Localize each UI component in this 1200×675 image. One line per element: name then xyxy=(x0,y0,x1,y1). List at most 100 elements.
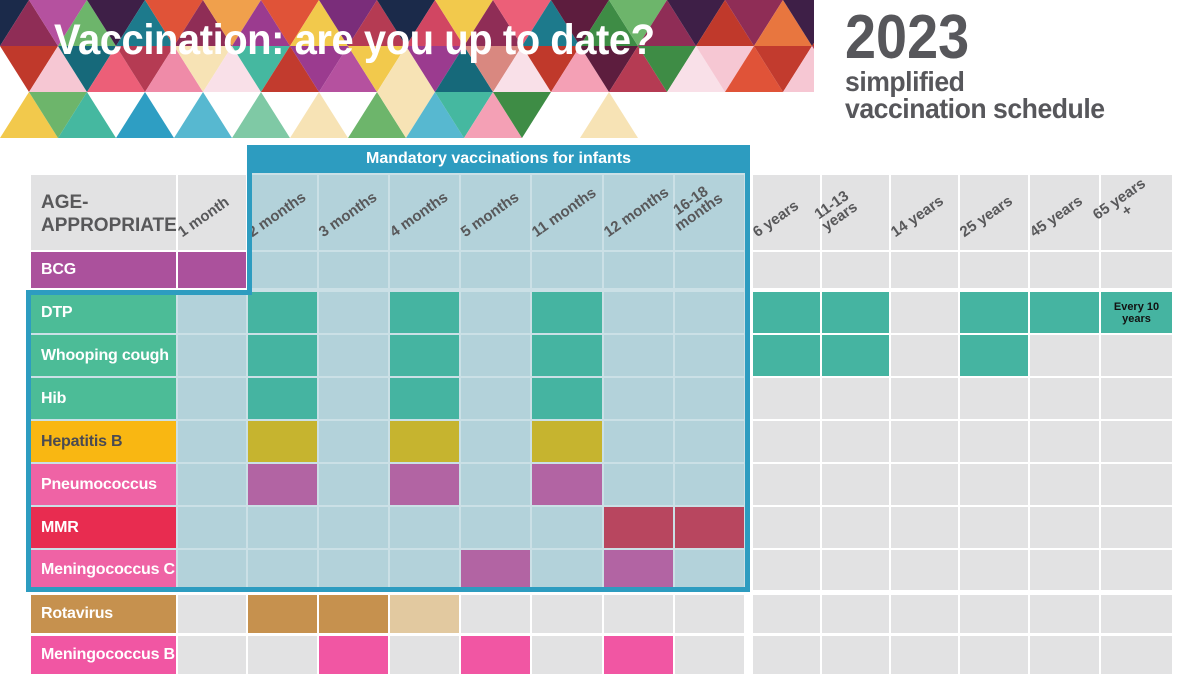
cell-mmr-4-months xyxy=(390,507,459,548)
cell-hib-25-years xyxy=(960,378,1028,419)
mosaic-triangle xyxy=(232,92,290,138)
cell-rotavirus-2-months xyxy=(248,595,317,633)
column-header-label-6-years: 6 years xyxy=(749,197,802,241)
cell-meningococcus-b-65-years xyxy=(1101,636,1172,674)
mosaic-triangle xyxy=(754,46,812,92)
cell-whooping-cough-1-month xyxy=(178,335,246,376)
cell-meningococcus-b-11-13-years xyxy=(822,636,889,674)
cell-meningococcus-b-14-years xyxy=(891,636,958,674)
cell-whooping-cough-25-years xyxy=(960,335,1028,376)
column-header-label-2-months: 2 months xyxy=(244,188,310,241)
cell-rotavirus-1-month xyxy=(178,595,246,633)
mosaic-triangle xyxy=(522,0,580,46)
cell-whooping-cough-65-years xyxy=(1101,335,1172,376)
mosaic-triangle xyxy=(580,46,638,92)
cell-hib-6-years xyxy=(753,378,820,419)
row-label-rotavirus: Rotavirus xyxy=(31,595,176,633)
mosaic-triangle xyxy=(493,0,551,46)
cell-pneumococcus-4-months xyxy=(390,464,459,505)
mosaic-triangle xyxy=(58,92,116,138)
cell-dtp-5-months xyxy=(461,292,530,333)
cell-pneumococcus-14-years xyxy=(891,464,958,505)
row-label-mmr: MMR xyxy=(31,507,176,548)
column-header-label-3-months: 3 months xyxy=(315,188,381,241)
column-header-label-5-months: 5 months xyxy=(457,188,523,241)
row-label-meningococcus-c: Meningococcus C xyxy=(31,550,176,590)
cell-meningococcus-c-25-years xyxy=(960,550,1028,590)
cell-whooping-cough-3-months xyxy=(319,335,388,376)
cell-meningococcus-b-4-months xyxy=(390,636,459,674)
page-title: Vaccination: are you up to date? xyxy=(54,16,655,64)
column-header-1-month: 1 month xyxy=(175,175,246,250)
cell-mmr-25-years xyxy=(960,507,1028,548)
row-label-pneumococcus: Pneumococcus xyxy=(31,464,176,505)
cell-whooping-cough-11-months xyxy=(532,335,602,376)
cell-bcg-45-years xyxy=(1030,252,1099,288)
cell-meningococcus-b-5-months xyxy=(461,636,530,674)
cell-hepatitis-b-1-month xyxy=(178,421,246,462)
column-header-11-months: 11 months xyxy=(529,175,602,250)
mosaic-triangle xyxy=(406,46,464,92)
mosaic-triangle xyxy=(609,0,667,46)
mosaic-triangle xyxy=(406,0,464,46)
cell-pneumococcus-45-years xyxy=(1030,464,1099,505)
mosaic-triangle xyxy=(0,0,58,46)
cell-pneumococcus-6-years xyxy=(753,464,820,505)
mosaic-triangle xyxy=(464,46,522,92)
cell-rotavirus-4-months xyxy=(390,595,459,633)
column-header-label-12-months: 12 months xyxy=(600,183,673,241)
cell-hib-3-months xyxy=(319,378,388,419)
mosaic-triangle xyxy=(87,46,145,92)
column-header-label-45-years: 45 years xyxy=(1026,192,1086,241)
cell-dtp-14-years xyxy=(891,292,958,333)
mosaic-triangle xyxy=(580,0,638,46)
mosaic-triangle xyxy=(464,0,522,46)
row-label-hib: Hib xyxy=(31,378,176,419)
cell-meningococcus-b-45-years xyxy=(1030,636,1099,674)
cell-bcg-1-month xyxy=(178,252,246,288)
cell-hib-16-18-months xyxy=(675,378,744,419)
cell-mmr-14-years xyxy=(891,507,958,548)
mosaic-triangle xyxy=(232,0,290,46)
year-label: 2023 xyxy=(845,3,970,72)
column-header-12-months: 12 months xyxy=(600,175,673,250)
cell-mmr-2-months xyxy=(248,507,317,548)
row-label-meningococcus-b: Meningococcus B xyxy=(31,636,176,674)
mosaic-triangle xyxy=(348,46,406,92)
cell-rotavirus-5-months xyxy=(461,595,530,633)
mosaic-triangle xyxy=(290,0,348,46)
cell-dtp-11-months xyxy=(532,292,602,333)
cell-bcg-11-months xyxy=(532,252,602,288)
mosaic-triangle xyxy=(319,0,377,46)
mosaic-triangle xyxy=(435,0,493,46)
cell-pneumococcus-16-18-months xyxy=(675,464,744,505)
cell-bcg-65-years xyxy=(1101,252,1172,288)
cell-meningococcus-c-1-month xyxy=(178,550,246,590)
cell-dtp-45-years xyxy=(1030,292,1099,333)
mosaic-triangle xyxy=(29,46,87,92)
cell-hib-11-13-years xyxy=(822,378,889,419)
cell-whooping-cough-16-18-months xyxy=(675,335,744,376)
mosaic-triangle xyxy=(261,0,319,46)
cell-whooping-cough-4-months xyxy=(390,335,459,376)
mosaic-triangle xyxy=(58,0,116,46)
cell-meningococcus-c-6-years xyxy=(753,550,820,590)
cell-dtp-11-13-years xyxy=(822,292,889,333)
mosaic-triangle xyxy=(667,46,725,92)
annotation-every-10-years: Every 10 years xyxy=(1113,300,1160,325)
cell-whooping-cough-2-months xyxy=(248,335,317,376)
mosaic-triangle xyxy=(0,92,58,138)
cell-whooping-cough-14-years xyxy=(891,335,958,376)
cell-hepatitis-b-2-months xyxy=(248,421,317,462)
mosaic-triangle xyxy=(696,0,754,46)
cell-mmr-5-months xyxy=(461,507,530,548)
cell-hepatitis-b-6-years xyxy=(753,421,820,462)
cell-pneumococcus-11-months xyxy=(532,464,602,505)
mosaic-triangle xyxy=(377,46,435,92)
cell-dtp-4-months xyxy=(390,292,459,333)
mosaic-triangle xyxy=(464,92,522,138)
mosaic-triangle xyxy=(174,46,232,92)
cell-hepatitis-b-11-13-years xyxy=(822,421,889,462)
cell-pneumococcus-65-years xyxy=(1101,464,1172,505)
